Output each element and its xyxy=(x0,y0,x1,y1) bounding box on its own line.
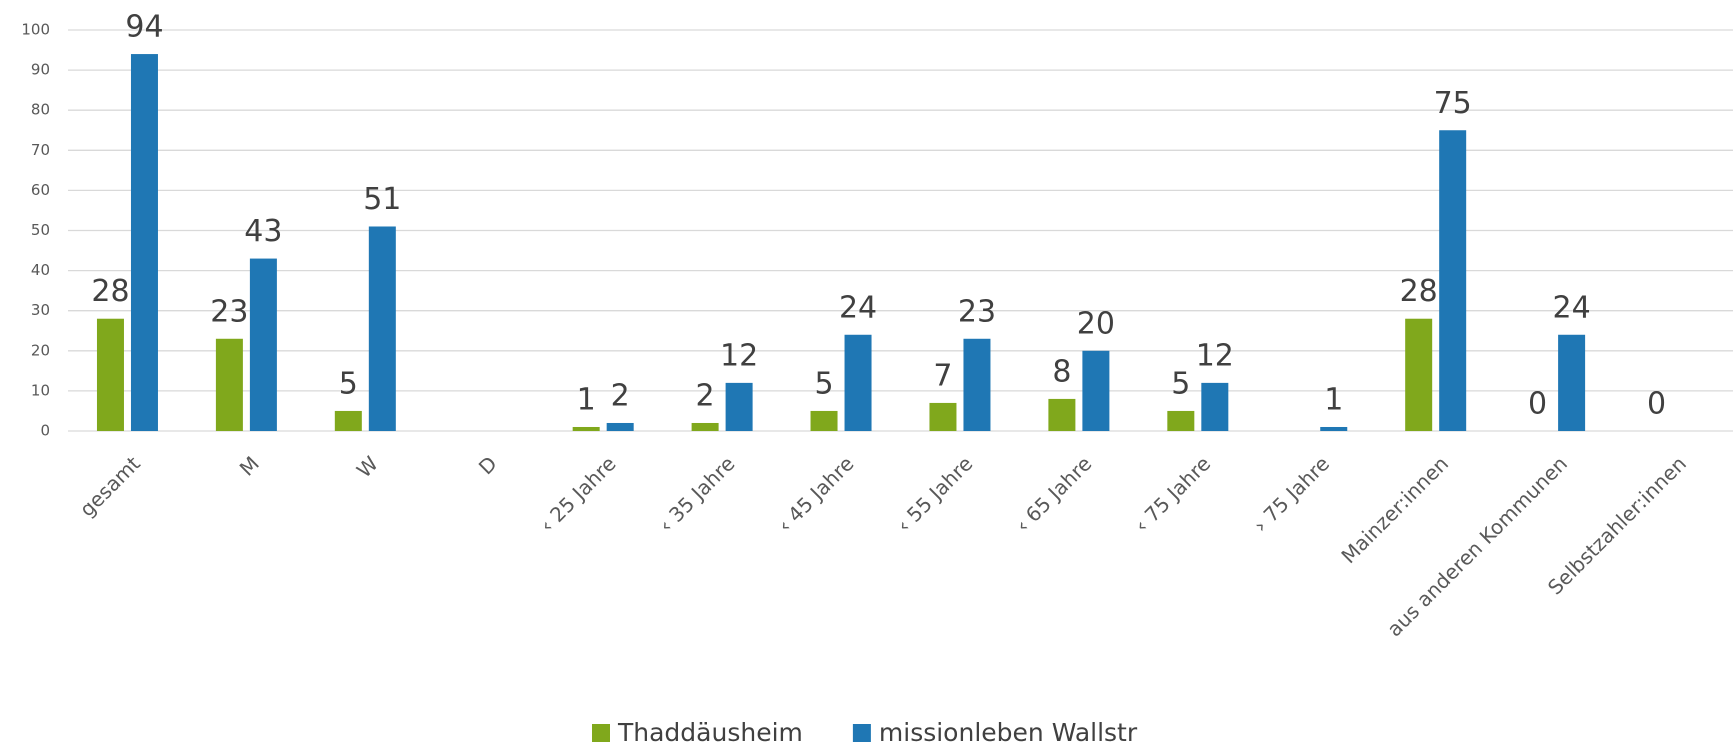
bar xyxy=(1439,130,1467,431)
x-tick-label: ‹ 65 Jahre xyxy=(1011,451,1097,537)
data-label: 0 xyxy=(1647,387,1666,422)
y-tick-label: 70 xyxy=(31,141,50,159)
x-tick-label: M xyxy=(235,451,264,480)
data-label: 12 xyxy=(720,338,758,373)
x-tick-label: ‹ 35 Jahre xyxy=(654,451,740,537)
data-label: 51 xyxy=(363,182,401,217)
data-label: 1 xyxy=(577,382,596,417)
bar xyxy=(334,410,362,431)
data-label: 24 xyxy=(839,290,877,325)
bar xyxy=(929,402,957,431)
data-label: 7 xyxy=(933,358,952,393)
bar xyxy=(368,226,396,431)
y-tick-label: 20 xyxy=(31,341,50,359)
data-label: 28 xyxy=(91,274,129,309)
x-tick-label: W xyxy=(352,451,383,482)
bar xyxy=(963,338,991,431)
x-tick-label: gesamt xyxy=(75,451,145,521)
x-tick-label: ‹ 45 Jahre xyxy=(773,451,859,537)
bar xyxy=(215,338,243,431)
bar xyxy=(572,426,600,431)
data-label: 2 xyxy=(611,378,630,413)
y-tick-label: 10 xyxy=(31,381,50,399)
y-tick-label: 30 xyxy=(31,301,50,319)
bar xyxy=(1201,382,1229,431)
y-tick-label: 80 xyxy=(31,101,50,119)
data-label: 43 xyxy=(244,214,282,249)
legend-swatch xyxy=(852,724,871,742)
x-tick-label: Mainzer:innen xyxy=(1336,451,1453,568)
data-label: 8 xyxy=(1052,354,1071,389)
bar xyxy=(96,318,124,431)
bar xyxy=(1082,350,1110,431)
legend-label: missionleben Wallstr xyxy=(879,718,1138,747)
legend-label: Thaddäusheim xyxy=(617,718,803,747)
x-tick-label: › 75 Jahre xyxy=(1249,451,1335,537)
x-tick-label: ‹ 25 Jahre xyxy=(535,451,621,537)
bar xyxy=(810,410,838,431)
bar xyxy=(1167,410,1195,431)
data-label: 28 xyxy=(1400,274,1438,309)
data-label: 23 xyxy=(210,294,248,329)
y-tick-label: 0 xyxy=(40,422,50,440)
bar xyxy=(691,422,719,431)
bar xyxy=(1048,398,1076,431)
data-label: 75 xyxy=(1434,86,1472,121)
data-label: 5 xyxy=(339,366,358,401)
bar xyxy=(130,54,158,432)
y-tick-label: 100 xyxy=(21,21,50,39)
bar xyxy=(249,258,277,431)
data-label: 1 xyxy=(1324,382,1343,417)
bar xyxy=(725,382,753,431)
y-tick-label: 90 xyxy=(31,61,50,79)
y-tick-label: 40 xyxy=(31,261,50,279)
data-label: 24 xyxy=(1553,290,1591,325)
data-label: 5 xyxy=(1171,366,1190,401)
bar xyxy=(1320,426,1348,431)
bar xyxy=(844,334,872,431)
data-label: 20 xyxy=(1077,306,1115,341)
y-tick-label: 60 xyxy=(31,181,50,199)
bar xyxy=(606,422,634,431)
legend-swatch xyxy=(592,724,610,742)
data-label: 0 xyxy=(1528,387,1547,422)
data-label: 23 xyxy=(958,294,996,329)
bar xyxy=(1405,318,1433,431)
bar xyxy=(1558,334,1586,431)
data-label: 5 xyxy=(814,366,833,401)
x-tick-label: D xyxy=(474,451,502,479)
data-label: 12 xyxy=(1196,338,1234,373)
data-label: 2 xyxy=(696,378,715,413)
x-tick-label: ‹ 55 Jahre xyxy=(892,451,978,537)
x-tick-label: ‹ 75 Jahre xyxy=(1130,451,1216,537)
y-tick-label: 50 xyxy=(31,221,50,239)
data-label: 94 xyxy=(125,10,163,45)
